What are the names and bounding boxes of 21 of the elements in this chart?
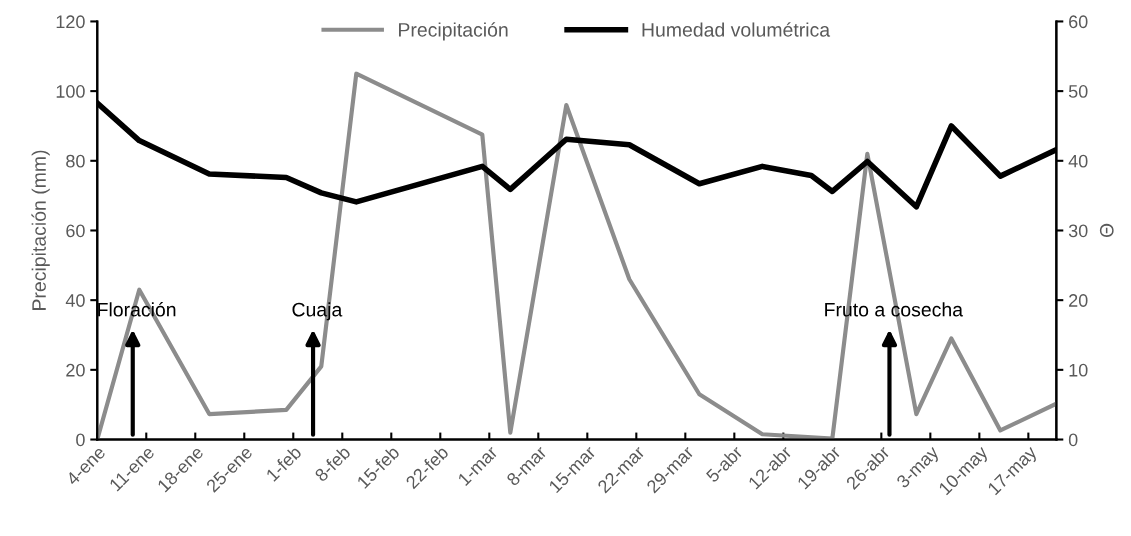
y2-tick-label: 30 <box>1068 224 1088 238</box>
y-tick-label: 0 <box>76 433 85 447</box>
annotation: Fruto a cosecha <box>825 302 964 317</box>
y-tick-label: 60 <box>66 224 85 238</box>
annotation: Cuaja <box>292 302 343 321</box>
legend-label: Precipitación <box>399 22 508 41</box>
y-tick-label: 20 <box>66 363 85 377</box>
annotation: Floración <box>98 302 176 317</box>
y-tick-label: 80 <box>66 154 85 168</box>
y2-axis-title: Θ <box>1099 223 1114 238</box>
y2-tick-label: 20 <box>1069 294 1088 307</box>
y-axis-title: Precipitación (mm) <box>31 150 50 310</box>
y2-tick-label: 60 <box>1069 15 1088 29</box>
y2-tick-label: 40 <box>1068 154 1088 168</box>
legend-label: Humedad volumétrica <box>642 22 831 37</box>
y2-tick-label: 10 <box>1069 363 1088 377</box>
y-tick-label: 120 <box>56 15 85 29</box>
y-tick-label: 40 <box>65 294 85 307</box>
y2-tick-label: 50 <box>1068 85 1088 98</box>
y2-tick-label: 0 <box>1068 433 1078 447</box>
y-tick-label: 100 <box>56 85 85 98</box>
